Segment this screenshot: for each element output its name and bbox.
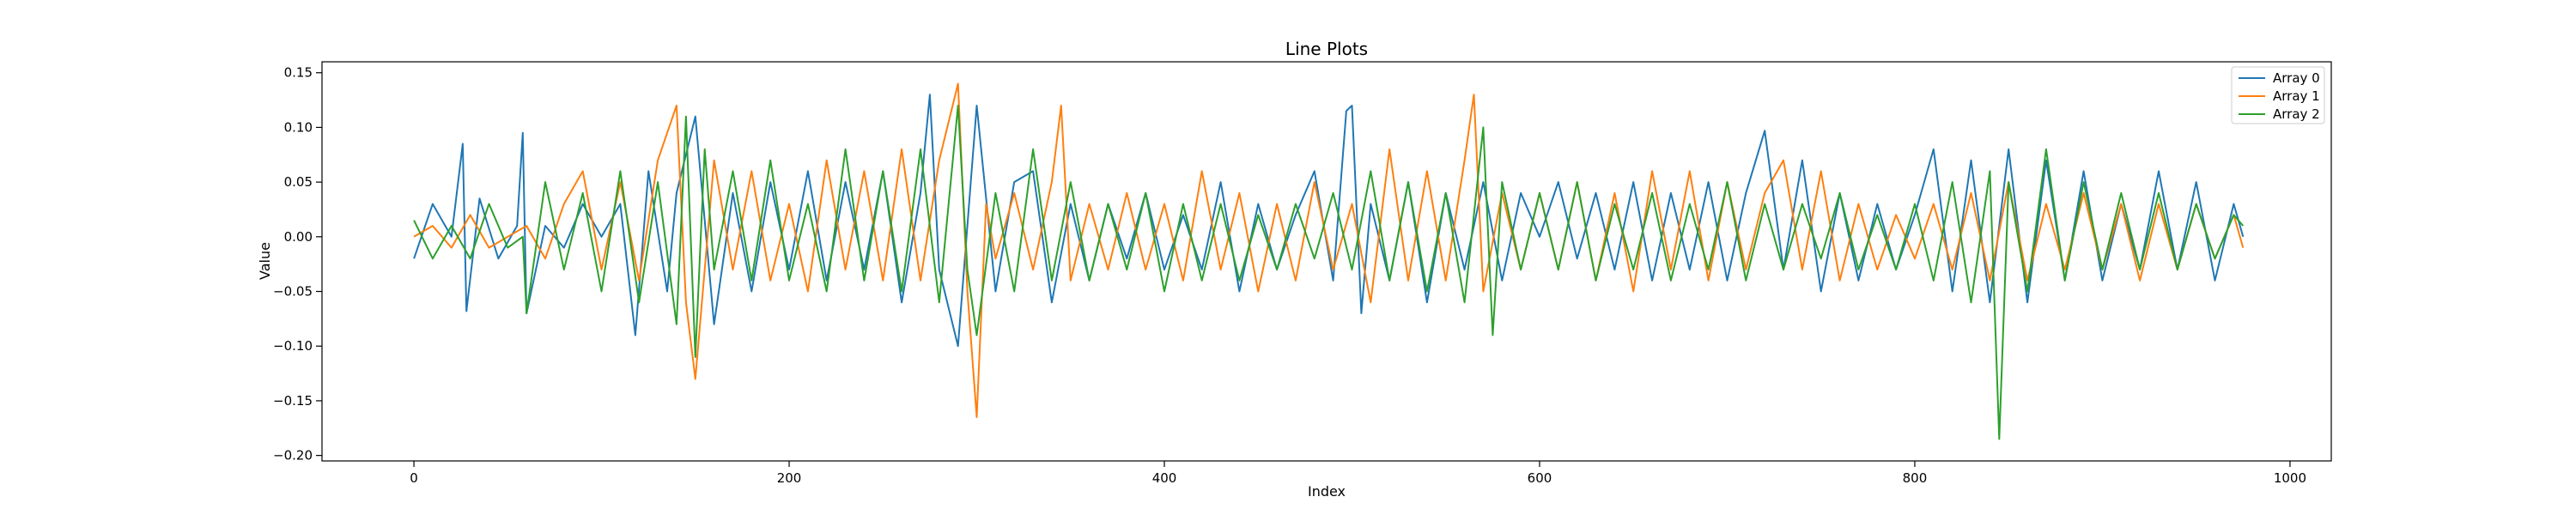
- x-tick-label: 1000: [2274, 470, 2306, 486]
- plot-frame: [321, 61, 2332, 462]
- legend: Array 0 Array 1 Array 2: [2231, 66, 2325, 124]
- series-line-array-0: [413, 94, 2245, 348]
- x-tick-label: 400: [1152, 470, 1177, 486]
- legend-box: [2231, 66, 2325, 124]
- x-tick-label: 200: [777, 470, 802, 486]
- y-tick-label: −0.15: [273, 393, 313, 409]
- y-tick-label: 0.05: [284, 174, 313, 190]
- legend-label-array-0: Array 0: [2273, 70, 2320, 86]
- y-tick-label: 0.10: [284, 119, 313, 135]
- series-layer: [413, 82, 2245, 440]
- x-tick-label: 0: [410, 470, 418, 486]
- x-tick-label: 600: [1528, 470, 1552, 486]
- x-axis-label: Index: [1308, 483, 1346, 500]
- plot-area: [321, 61, 2332, 462]
- y-axis: −0.20 −0.15 −0.10 −0.05 0.00 0.05 0.10 0.15: [273, 65, 322, 464]
- y-tick-label: −0.10: [273, 338, 313, 354]
- series-line-array-1: [413, 82, 2245, 418]
- y-tick-label: −0.05: [273, 284, 313, 300]
- x-axis: 0 200 400 600 800 1000: [410, 461, 2306, 486]
- x-tick-label: 800: [1903, 470, 1928, 486]
- y-tick-label: −0.20: [273, 448, 313, 464]
- chart-title: Line Plots: [1285, 39, 1368, 59]
- y-axis-label: Value: [257, 242, 273, 280]
- series-line-array-2: [413, 105, 2245, 440]
- legend-label-array-1: Array 1: [2273, 88, 2320, 104]
- legend-label-array-2: Array 2: [2273, 106, 2320, 122]
- y-tick-label: 0.00: [284, 229, 313, 245]
- y-tick-label: 0.15: [284, 65, 313, 81]
